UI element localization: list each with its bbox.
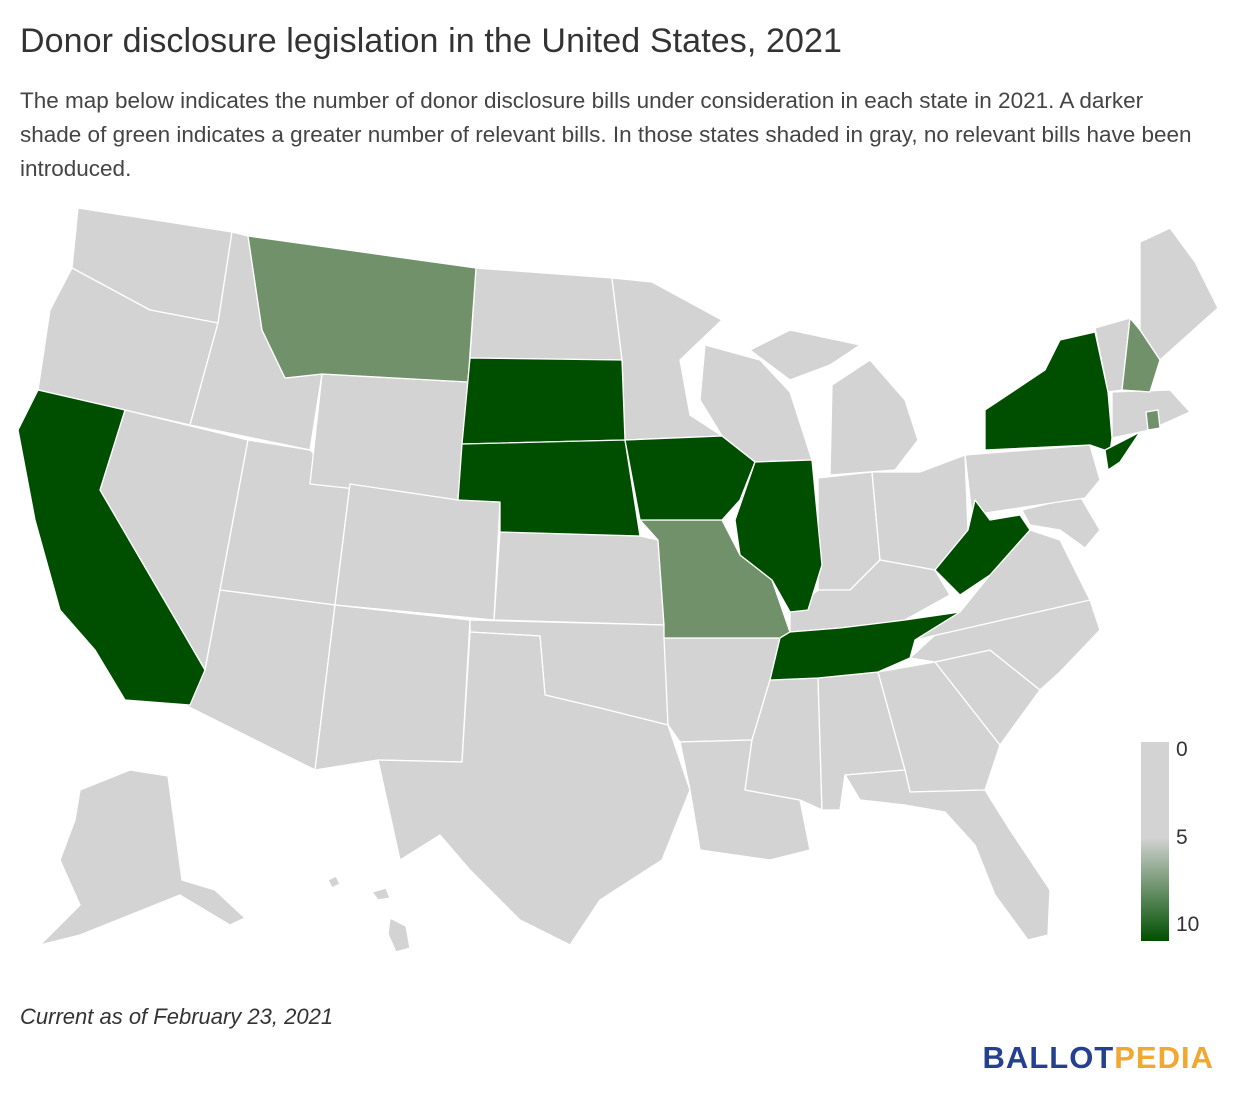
state-maine xyxy=(1139,227,1219,361)
map-title: Donor disclosure legislation in the Unit… xyxy=(20,22,842,60)
us-map-svg xyxy=(17,207,1219,953)
logo-part-ballot: BALLOT xyxy=(982,1040,1115,1075)
state-texas xyxy=(377,631,691,946)
legend-label-max: 10 xyxy=(1176,913,1200,936)
state-north-dakota xyxy=(469,267,623,361)
us-map xyxy=(0,195,1240,975)
state-colorado xyxy=(334,483,501,621)
state-rhode-island xyxy=(1145,409,1161,431)
states-gray xyxy=(37,207,1219,953)
state-new-jersey-long-island xyxy=(1104,431,1141,471)
state-alaska xyxy=(39,769,246,946)
logo-part-pedia: PEDIA xyxy=(1114,1040,1214,1075)
state-wyoming xyxy=(309,373,469,501)
state-iowa xyxy=(624,435,756,521)
state-montana xyxy=(247,235,477,383)
state-kansas xyxy=(493,531,665,626)
state-west-virginia xyxy=(934,499,1031,596)
state-hawaii xyxy=(327,875,411,953)
state-south-dakota xyxy=(461,357,626,445)
states-high xyxy=(17,331,1141,706)
legend-label-mid: 5 xyxy=(1176,826,1188,849)
ballotpedia-logo: BALLOTPEDIA xyxy=(983,1040,1214,1076)
state-florida xyxy=(844,769,1051,941)
map-subtitle: The map below indicates the number of do… xyxy=(20,88,1192,181)
state-illinois xyxy=(734,459,823,613)
state-new-hampshire xyxy=(1121,317,1161,393)
state-pennsylvania xyxy=(964,444,1101,516)
state-new-york xyxy=(984,331,1113,453)
legend-gradient-bar xyxy=(1141,742,1169,941)
state-california xyxy=(17,389,206,706)
current-as-of-note: Current as of February 23, 2021 xyxy=(20,1004,334,1029)
state-arizona xyxy=(184,589,336,771)
states-medium xyxy=(247,235,1161,639)
legend-label-min: 0 xyxy=(1176,738,1188,761)
state-michigan xyxy=(749,329,919,476)
state-tennessee xyxy=(769,611,961,681)
state-new-mexico xyxy=(314,604,471,771)
